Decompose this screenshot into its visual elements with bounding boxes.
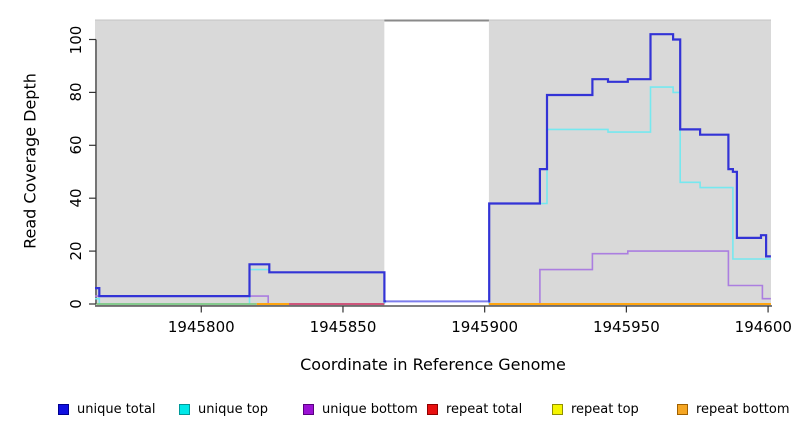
unique-bottom-swatch-icon bbox=[303, 403, 314, 415]
legend-label: unique top bbox=[198, 401, 269, 417]
legend-label: repeat total bbox=[446, 401, 523, 417]
legend-item-repeat-total: repeat total bbox=[427, 399, 522, 419]
legend-label: unique total bbox=[77, 401, 156, 417]
y-tick-label: 100 bbox=[67, 25, 85, 54]
repeat-total-swatch-icon bbox=[427, 403, 438, 415]
x-tick-label: 1945800 bbox=[167, 318, 235, 336]
legend: unique total unique top unique bottom re… bbox=[0, 399, 792, 421]
legend-label: unique bottom bbox=[322, 401, 418, 417]
repeat-top-swatch-icon bbox=[552, 403, 563, 415]
legend-label: repeat bottom bbox=[696, 401, 790, 417]
legend-item-repeat-bottom: repeat bottom bbox=[677, 399, 790, 419]
x-axis-title: Coordinate in Reference Genome bbox=[300, 355, 566, 374]
legend-label: repeat top bbox=[571, 401, 639, 417]
masked-region bbox=[384, 19, 489, 306]
y-axis-title: Read Coverage Depth bbox=[20, 73, 40, 249]
y-tick-label: 40 bbox=[67, 188, 85, 208]
y-tick-label: 80 bbox=[67, 82, 85, 102]
y-tick-label: 0 bbox=[67, 299, 85, 309]
x-tick-label: 1945900 bbox=[451, 318, 519, 336]
unique-total-swatch-icon bbox=[58, 403, 69, 415]
legend-item-unique-top: unique top bbox=[179, 399, 268, 419]
x-tick-label: 1945850 bbox=[309, 318, 377, 336]
unique-top-swatch-icon bbox=[179, 403, 190, 415]
repeat-bottom-swatch-icon bbox=[677, 403, 688, 415]
series-line-unique-bottom-right bbox=[488, 250, 771, 305]
legend-item-repeat-top: repeat top bbox=[552, 399, 639, 419]
series-line-unique-total-right bbox=[488, 33, 771, 303]
legend-item-unique-total: unique total bbox=[58, 399, 155, 419]
legend-item-unique-bottom: unique bottom bbox=[303, 399, 418, 419]
y-tick-label: 20 bbox=[67, 241, 85, 261]
series-line-unique-total-left bbox=[95, 263, 387, 303]
y-tick-label: 60 bbox=[67, 135, 85, 155]
x-tick-label: 1945950 bbox=[592, 318, 660, 336]
